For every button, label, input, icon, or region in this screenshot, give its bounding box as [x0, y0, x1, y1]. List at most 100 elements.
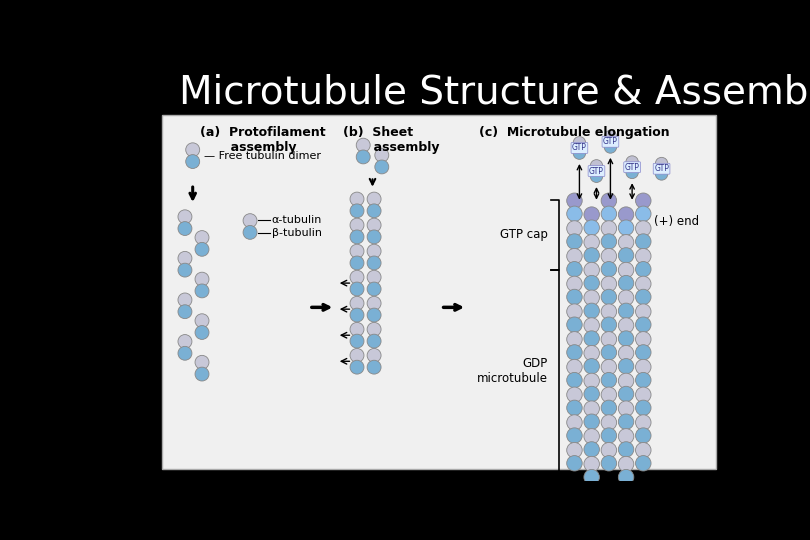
Circle shape [618, 442, 634, 457]
Circle shape [636, 332, 651, 347]
Circle shape [604, 141, 616, 153]
Circle shape [567, 304, 582, 319]
Text: GTP: GTP [625, 163, 640, 172]
Circle shape [586, 521, 598, 533]
Text: (–) end: (–) end [654, 489, 695, 502]
Circle shape [601, 304, 616, 319]
Circle shape [567, 332, 582, 347]
Circle shape [636, 248, 651, 264]
Circle shape [567, 415, 582, 430]
Text: (c)  Microtubule elongation: (c) Microtubule elongation [480, 126, 670, 139]
Circle shape [601, 415, 616, 430]
Circle shape [367, 360, 381, 374]
Circle shape [601, 373, 616, 388]
Circle shape [350, 282, 364, 296]
Circle shape [350, 296, 364, 310]
Circle shape [655, 168, 667, 180]
Circle shape [584, 469, 599, 485]
Circle shape [616, 521, 629, 533]
Circle shape [601, 261, 616, 277]
Circle shape [567, 221, 582, 236]
Circle shape [243, 214, 257, 227]
Circle shape [178, 221, 192, 235]
Circle shape [618, 207, 634, 222]
Circle shape [618, 303, 634, 319]
Circle shape [567, 442, 582, 458]
Circle shape [350, 334, 364, 348]
Circle shape [567, 276, 582, 292]
Circle shape [584, 359, 599, 374]
Circle shape [367, 230, 381, 244]
Circle shape [636, 206, 651, 221]
Circle shape [178, 252, 192, 265]
Circle shape [567, 289, 582, 305]
Circle shape [655, 157, 667, 170]
Circle shape [584, 442, 599, 457]
Circle shape [356, 138, 370, 152]
Circle shape [618, 248, 634, 263]
Circle shape [584, 234, 599, 250]
Circle shape [636, 221, 651, 236]
Circle shape [573, 137, 586, 149]
Circle shape [350, 348, 364, 362]
Circle shape [584, 456, 599, 472]
Circle shape [601, 387, 616, 402]
Circle shape [367, 218, 381, 232]
Circle shape [601, 456, 616, 471]
Circle shape [584, 207, 599, 222]
Text: GTP: GTP [589, 166, 604, 176]
Circle shape [636, 373, 651, 388]
Circle shape [195, 242, 209, 256]
Circle shape [195, 314, 209, 328]
Circle shape [584, 373, 599, 389]
Circle shape [636, 234, 651, 249]
Circle shape [618, 386, 634, 402]
Circle shape [618, 346, 634, 361]
Circle shape [601, 193, 616, 208]
Circle shape [367, 271, 381, 284]
Text: — Free tubulin dimer: — Free tubulin dimer [203, 151, 321, 161]
Circle shape [618, 262, 634, 278]
Circle shape [367, 204, 381, 218]
Text: GTP: GTP [654, 164, 669, 173]
Circle shape [601, 276, 616, 292]
Circle shape [584, 262, 599, 278]
Circle shape [367, 308, 381, 322]
Circle shape [367, 322, 381, 336]
Circle shape [601, 359, 616, 375]
Circle shape [567, 317, 582, 333]
Circle shape [367, 256, 381, 270]
Circle shape [567, 373, 582, 388]
Text: GTP: GTP [572, 144, 587, 152]
Circle shape [584, 331, 599, 346]
Circle shape [367, 282, 381, 296]
Circle shape [185, 154, 200, 168]
Circle shape [567, 234, 582, 249]
Circle shape [636, 304, 651, 319]
Circle shape [567, 248, 582, 264]
Circle shape [636, 428, 651, 443]
Circle shape [350, 360, 364, 374]
Circle shape [601, 428, 616, 443]
Circle shape [350, 271, 364, 284]
Circle shape [618, 401, 634, 416]
Circle shape [636, 289, 651, 305]
Circle shape [601, 345, 616, 360]
Circle shape [584, 346, 599, 361]
Circle shape [626, 166, 638, 179]
Circle shape [618, 318, 634, 333]
Circle shape [567, 400, 582, 416]
Circle shape [636, 359, 651, 375]
Circle shape [636, 261, 651, 277]
Circle shape [584, 386, 599, 402]
Circle shape [567, 387, 582, 402]
Circle shape [367, 296, 381, 310]
Circle shape [584, 248, 599, 263]
Circle shape [350, 308, 364, 322]
Circle shape [185, 143, 200, 157]
Circle shape [601, 400, 616, 416]
Circle shape [584, 429, 599, 444]
Circle shape [601, 206, 616, 221]
Circle shape [636, 400, 651, 416]
Circle shape [618, 359, 634, 374]
